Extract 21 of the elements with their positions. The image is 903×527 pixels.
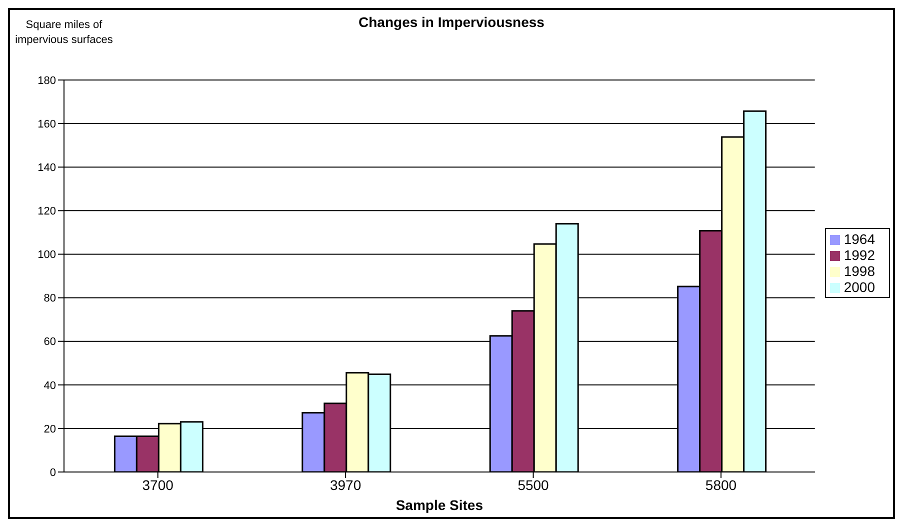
- legend-label: 1998: [844, 262, 875, 278]
- x-tick-label: 3700: [142, 476, 174, 493]
- y-tick-label: 80: [44, 292, 56, 305]
- legend-label: 1992: [844, 246, 875, 262]
- x-tick-label: 5500: [518, 476, 550, 493]
- y-axis-title: Square miles of impervious surfaces: [14, 18, 114, 48]
- x-tick-label: 5800: [705, 476, 737, 493]
- y-tick-label: 140: [38, 162, 56, 174]
- y-tick-label: 160: [38, 118, 56, 130]
- x-axis-title: Sample Sites: [396, 497, 484, 513]
- y-tick-label: 180: [38, 74, 56, 87]
- x-tick-label: 3970: [330, 476, 362, 493]
- y-tick-label: 100: [38, 249, 56, 262]
- y-tick-label: 120: [38, 206, 56, 218]
- y-tick-label: 40: [44, 380, 56, 392]
- y-tick-label: 20: [44, 423, 56, 436]
- legend-label: 2000: [844, 278, 875, 294]
- y-tick-label: 0: [50, 466, 56, 479]
- y-tick-label: 60: [44, 336, 56, 348]
- legend-label: 1964: [844, 230, 875, 246]
- chart-title: Changes in Imperviousness: [358, 14, 544, 30]
